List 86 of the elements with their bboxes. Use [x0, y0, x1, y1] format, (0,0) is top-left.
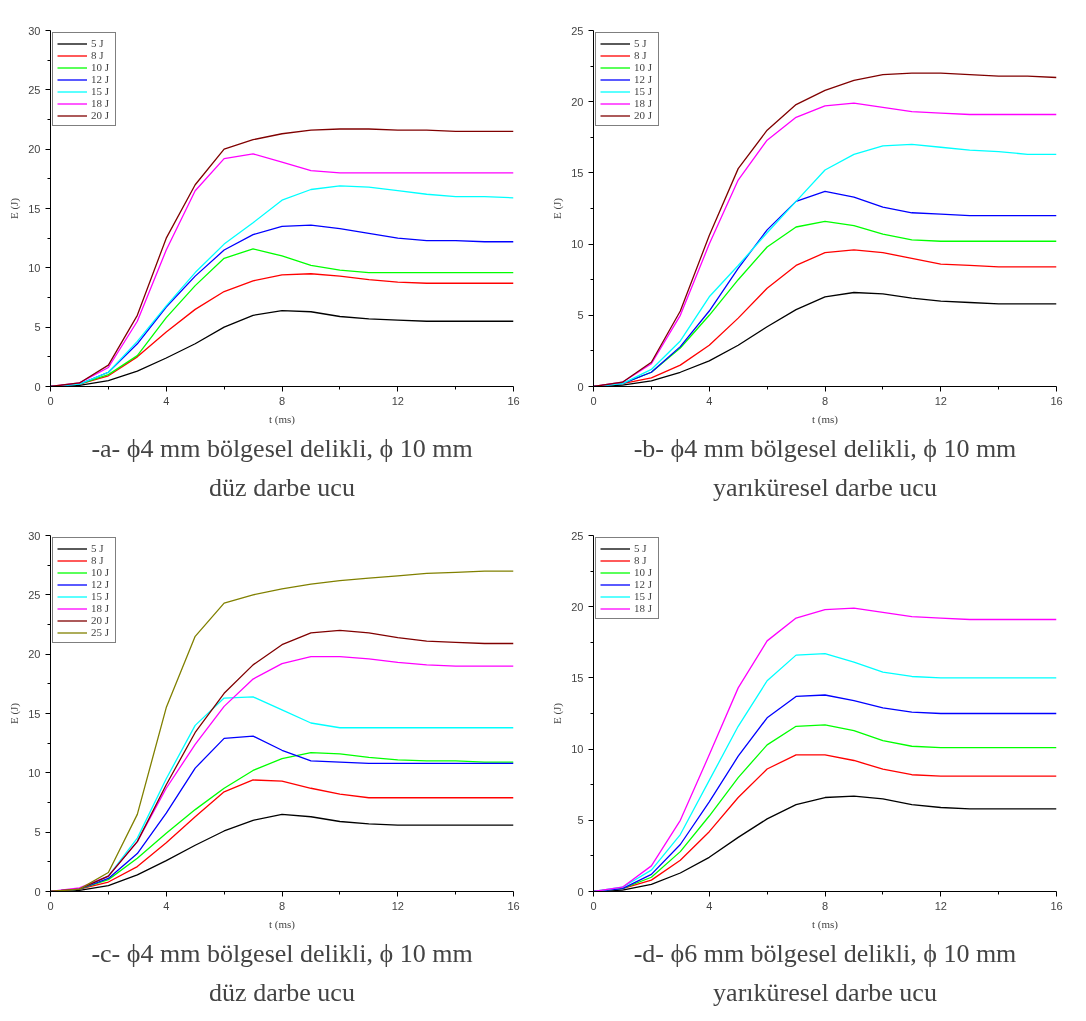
- y-axis-title: E (J): [8, 197, 22, 220]
- x-tick-label: 0: [47, 899, 54, 912]
- x-tick-label: 12: [934, 394, 947, 407]
- legend-label: 18 J: [634, 97, 654, 109]
- legend-label: 18 J: [634, 602, 654, 614]
- y-tick-label: 15: [28, 202, 41, 215]
- x-tick-label: 4: [163, 394, 170, 407]
- y-tick-label: 15: [571, 166, 584, 179]
- legend-label: 8 J: [91, 49, 105, 61]
- legend-label: 10 J: [91, 566, 111, 578]
- legend-label: 12 J: [91, 73, 111, 85]
- x-axis-title: t (ms): [269, 917, 296, 931]
- legend-label: 15 J: [634, 590, 654, 602]
- y-axis-title: E (J): [551, 197, 565, 220]
- y-tick-label: 0: [34, 380, 41, 393]
- text: -a- ϕ4 mm bölgesel delikli, ϕ 10 mm düz darbe ucu: [91, 433, 473, 502]
- legend-label: 12 J: [634, 73, 654, 85]
- legend-label: 20 J: [91, 614, 111, 626]
- x-tick-label: 12: [391, 899, 404, 912]
- y-tick-label: 20: [571, 600, 584, 613]
- legend-label: 12 J: [634, 578, 654, 590]
- x-tick-label: 12: [391, 394, 404, 407]
- y-tick-label: 20: [571, 95, 584, 108]
- legend-label: 10 J: [634, 61, 654, 73]
- x-axis-title: t (ms): [812, 917, 839, 931]
- y-tick-label: 25: [571, 529, 584, 542]
- x-tick-label: 0: [590, 899, 597, 912]
- x-tick-label: 0: [47, 394, 54, 407]
- y-tick-label: 0: [34, 885, 41, 898]
- x-tick-label: 8: [278, 394, 286, 407]
- x-tick-label: 16: [507, 394, 520, 407]
- text: -b- ϕ4 mm bölgesel delikli, ϕ 10 mm yarıküresel darbe ucu: [633, 433, 1017, 502]
- y-tick-label: 5: [34, 826, 41, 839]
- y-tick-label: 5: [34, 321, 41, 334]
- y-tick-label: 10: [28, 261, 41, 274]
- legend-label: 18 J: [91, 602, 111, 614]
- y-tick-label: 20: [28, 648, 41, 661]
- text: -c- ϕ4 mm bölgesel delikli, ϕ 10 mm düz darbe ucu: [91, 938, 473, 1007]
- y-tick-label: 10: [571, 238, 584, 251]
- legend-label: 18 J: [91, 97, 111, 109]
- y-tick-label: 5: [577, 814, 584, 827]
- y-tick-label: 20: [28, 143, 41, 156]
- y-tick-label: 30: [28, 24, 41, 37]
- y-tick-label: 5: [577, 309, 584, 322]
- legend-label: 8 J: [634, 554, 648, 566]
- legend-label: 10 J: [91, 61, 111, 73]
- x-tick-label: 4: [163, 899, 170, 912]
- legend-label: 15 J: [91, 85, 111, 97]
- y-tick-label: 25: [571, 24, 584, 37]
- legend-label: 5 J: [634, 542, 648, 554]
- y-tick-label: 0: [577, 885, 584, 898]
- y-tick-label: 15: [28, 707, 41, 720]
- x-tick-label: 4: [706, 899, 713, 912]
- x-tick-label: 12: [934, 899, 947, 912]
- y-tick-label: 0: [577, 380, 584, 393]
- x-tick-label: 16: [1050, 394, 1063, 407]
- y-tick-label: 25: [28, 83, 41, 96]
- x-tick-label: 4: [706, 394, 713, 407]
- legend-label: 5 J: [91, 37, 105, 49]
- legend-label: 8 J: [634, 49, 648, 61]
- y-tick-label: 15: [571, 671, 584, 684]
- x-tick-label: 16: [1050, 899, 1063, 912]
- x-tick-label: 8: [821, 394, 829, 407]
- legend-label: 15 J: [634, 85, 654, 97]
- legend-label: 8 J: [91, 554, 105, 566]
- legend-label: 12 J: [91, 578, 111, 590]
- text: -d- ϕ6 mm bölgesel delikli, ϕ 10 mm yarıküresel darbe ucu: [633, 938, 1017, 1007]
- legend-label: 5 J: [634, 37, 648, 49]
- legend-label: 10 J: [634, 566, 654, 578]
- y-axis-title: E (J): [8, 702, 22, 725]
- y-tick-label: 10: [571, 743, 584, 756]
- x-axis-title: t (ms): [812, 412, 839, 426]
- x-axis-title: t (ms): [269, 412, 296, 426]
- x-tick-label: 0: [590, 394, 597, 407]
- y-axis-title: E (J): [551, 702, 565, 725]
- legend-label: 25 J: [91, 626, 111, 638]
- legend-label: 20 J: [634, 109, 654, 121]
- y-tick-label: 30: [28, 529, 41, 542]
- legend-label: 15 J: [91, 590, 111, 602]
- legend-label: 5 J: [91, 542, 105, 554]
- y-tick-label: 10: [28, 766, 41, 779]
- x-tick-label: 8: [821, 899, 829, 912]
- x-tick-label: 16: [507, 899, 520, 912]
- x-tick-label: 8: [278, 899, 286, 912]
- legend-label: 20 J: [91, 109, 111, 121]
- y-tick-label: 25: [28, 588, 41, 601]
